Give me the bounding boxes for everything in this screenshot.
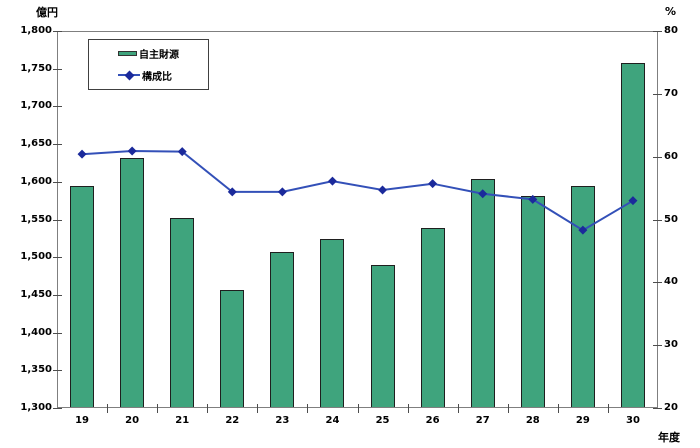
bar-25 [370,264,395,407]
right-axis-tick-label: 60 [664,150,678,162]
x-axis-label-20: 20 [125,415,140,426]
left-axis-tick-label: 1,650 [20,138,52,150]
bar-22 [220,290,245,407]
right-axis-tick-label: 70 [664,87,678,99]
right-axis-tick [653,156,662,158]
right-axis-tick [653,345,662,347]
bar-29 [570,186,595,407]
marker-25 [378,185,388,195]
right-axis-tick-label: 80 [664,25,678,36]
right-axis-tick-label: 40 [664,276,678,288]
marker-20 [127,146,137,156]
marker-27 [478,189,488,199]
right-axis-tick-label: 30 [664,339,678,351]
marker-23 [277,187,287,197]
x-axis-tick [257,404,259,413]
bar-21 [170,217,195,407]
right-axis-tick [653,408,662,409]
legend-item-bars: 自主財源 [118,46,208,61]
x-axis-tick [457,404,459,413]
left-axis-tick [53,370,62,372]
bar-30 [620,63,645,407]
right-axis-title: % [665,5,677,18]
left-axis-tick-label: 1,450 [20,288,52,300]
left-axis-tick-label: 1,500 [20,251,52,263]
left-axis-title: 億円 [36,6,58,19]
left-axis-tick-label: 1,400 [20,326,52,338]
x-axis-label-28: 28 [525,415,540,426]
x-axis-tick [607,404,609,413]
left-axis-tick-label: 1,700 [20,100,52,112]
x-axis-label-21: 21 [175,415,190,426]
right-axis-tick [653,31,662,32]
x-axis-tick [507,404,509,413]
left-axis-tick [53,408,62,409]
marker-21 [177,147,187,157]
x-axis-tick [557,404,559,413]
x-axis-label-29: 29 [575,415,590,426]
left-axis-tick [53,219,62,221]
marker-26 [428,179,438,189]
bar-24 [320,238,345,407]
left-axis-tick [53,257,62,259]
legend-label-line: 構成比 [142,71,172,83]
left-axis-tick [53,294,62,296]
bar-27 [470,179,495,407]
right-axis-tick-label: 50 [664,213,678,225]
right-axis-tick [653,93,662,95]
right-axis-tick-label: 20 [664,402,678,413]
ratio-line-series [77,146,638,235]
bar-19 [70,186,95,407]
right-axis-tick [653,219,662,221]
x-axis-label-19: 19 [75,415,89,426]
x-axis-label-25: 25 [375,415,390,426]
bar-23 [270,252,295,407]
line-series-swatch [118,70,140,81]
bar-26 [420,228,445,407]
marker-29 [578,225,588,235]
x-axis-tick [407,404,409,413]
left-axis-tick-label: 1,300 [20,402,52,413]
x-axis-label-30: 30 [625,415,640,426]
x-axis-label-23: 23 [275,415,290,426]
bar-series-swatch [118,51,137,57]
x-axis-label-22: 22 [225,415,240,426]
left-axis-tick-label: 1,550 [20,213,52,225]
left-axis-tick [53,68,62,70]
x-axis-tick [357,404,359,413]
x-axis-tick [207,404,209,413]
marker-24 [327,176,337,186]
x-axis-tick [307,404,309,413]
x-axis-title: 年度 [658,431,680,444]
left-axis-tick [53,31,62,32]
marker-30 [628,196,638,206]
marker-22 [227,187,237,197]
legend: 自主財源 構成比 [88,39,209,90]
left-axis-tick [53,181,62,183]
x-axis-label-24: 24 [325,415,340,426]
left-axis-tick [53,106,62,108]
left-axis-tick-label: 1,750 [20,62,52,74]
marker-28 [528,194,538,204]
x-axis-tick [157,404,159,413]
x-axis-label-27: 27 [475,415,490,426]
bar-20 [120,158,145,407]
bar-28 [520,195,545,407]
marker-19 [77,149,87,159]
left-axis-tick-label: 1,600 [20,175,52,187]
x-axis-tick [107,404,109,413]
left-axis-tick [53,144,62,146]
plot-area [57,31,658,408]
left-axis-tick [53,332,62,334]
legend-label-bars: 自主財源 [139,50,179,62]
left-axis-tick-label: 1,800 [20,25,52,36]
x-axis-label-26: 26 [425,415,440,426]
left-axis-tick-label: 1,350 [20,364,52,376]
legend-item-line: 構成比 [118,68,208,83]
right-axis-tick [653,282,662,284]
